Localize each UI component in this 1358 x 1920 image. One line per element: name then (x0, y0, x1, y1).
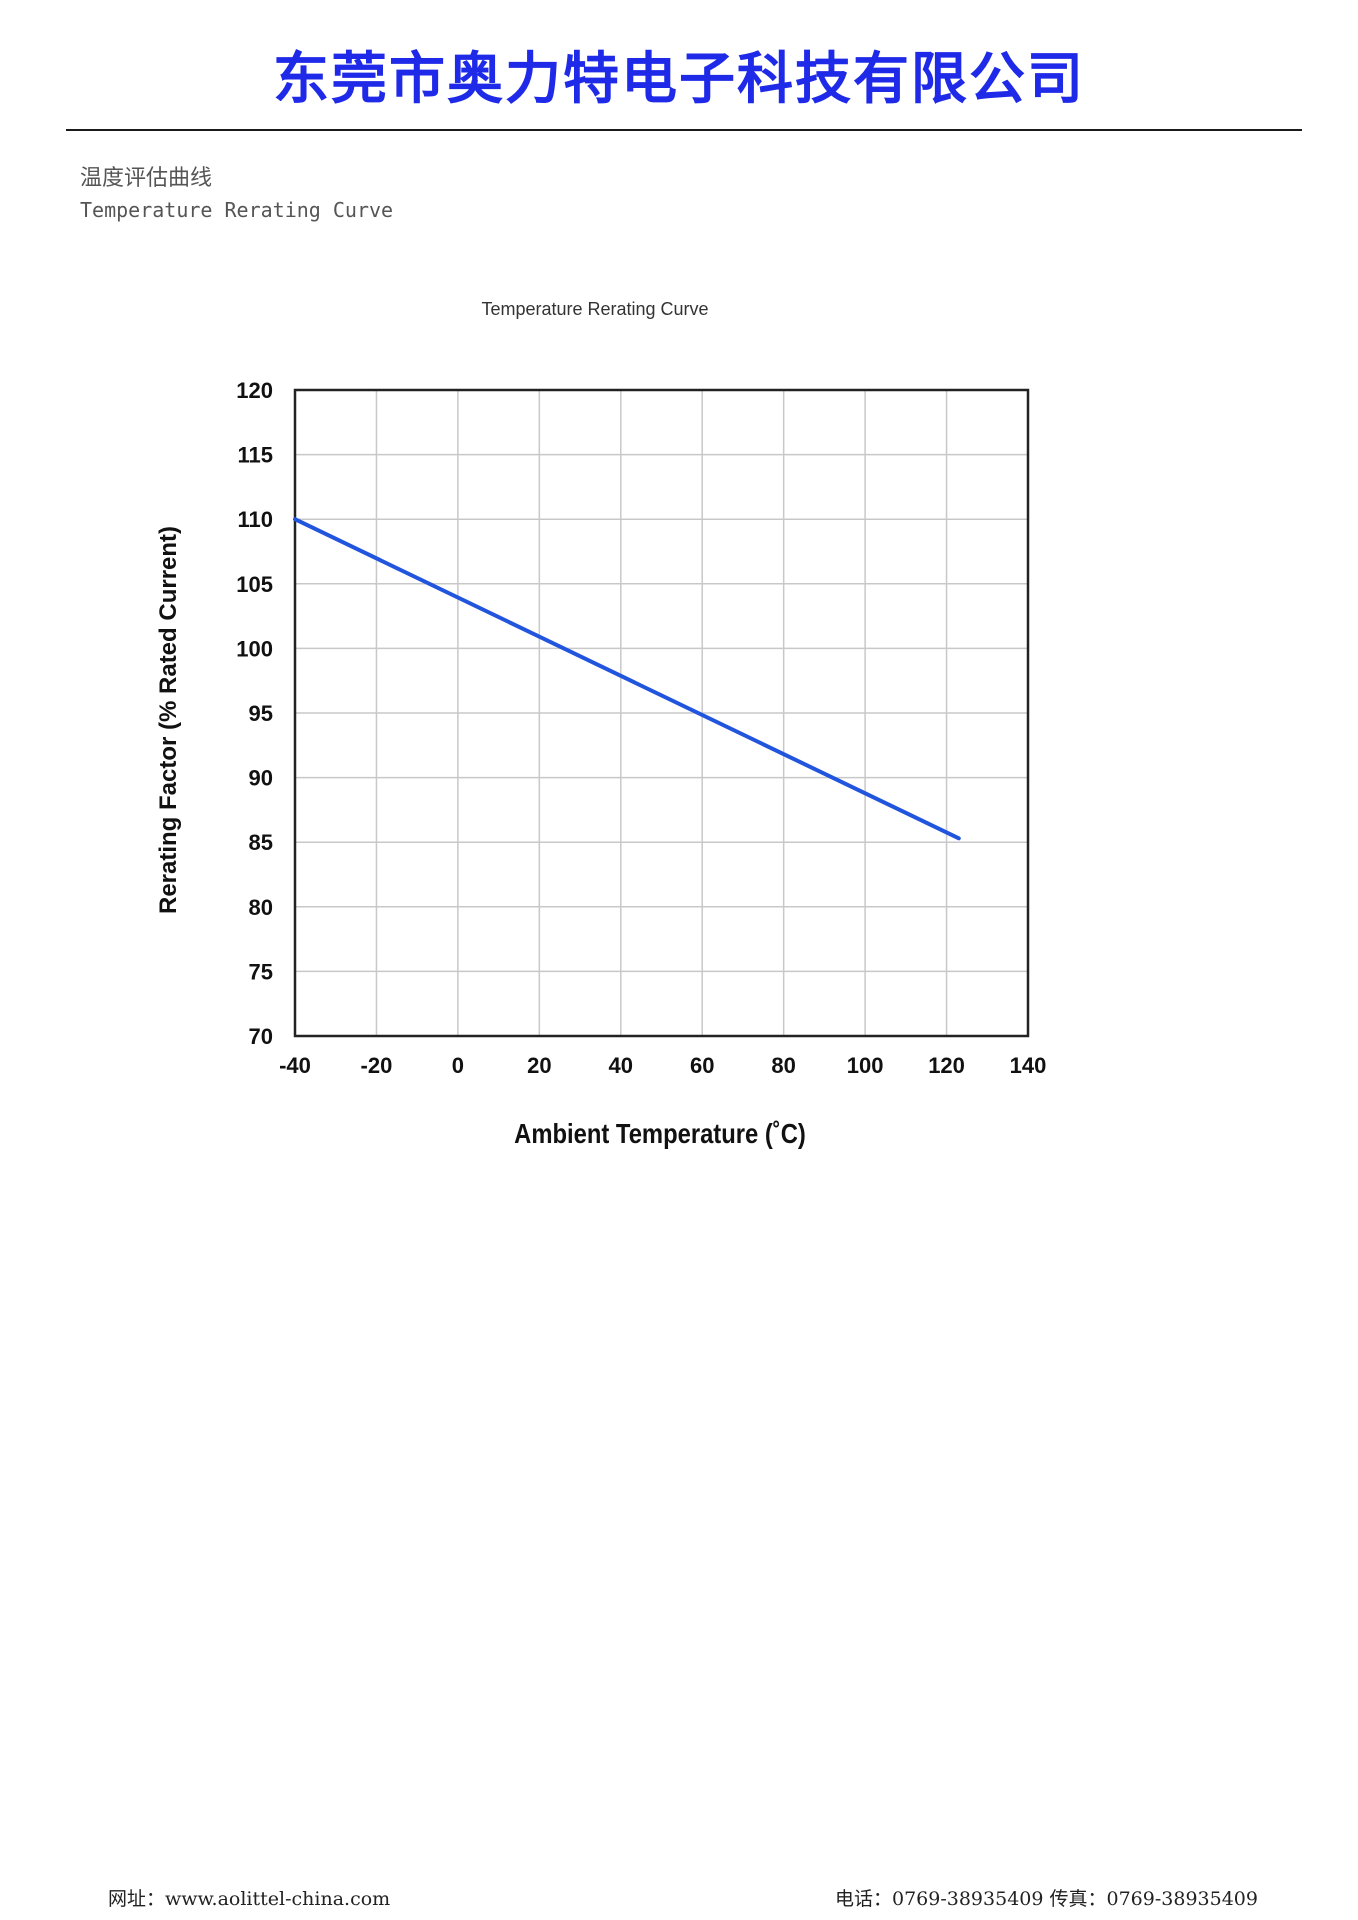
x-tick-label: 80 (771, 1053, 795, 1078)
x-tick-label: 0 (452, 1053, 464, 1078)
y-tick-label: 95 (249, 701, 273, 726)
y-axis-label: Rerating Factor (% Rated Current) (155, 526, 182, 914)
chart-title: Temperature Rerating Curve (481, 299, 708, 319)
x-tick-label: 100 (847, 1053, 884, 1078)
y-tick-label: 120 (236, 378, 273, 403)
y-tick-label: 80 (249, 895, 273, 920)
x-tick-label: 20 (527, 1053, 551, 1078)
section-title-chinese: 温度评估曲线 (80, 166, 213, 191)
rerating-chart: Temperature Rerating Curve 70 75 80 85 90 95 1… (155, 299, 1046, 1149)
x-tick-label: -40 (279, 1053, 311, 1078)
chart-grid (295, 390, 1028, 1036)
x-tick-label: 140 (1010, 1053, 1047, 1078)
y-tick-label: 115 (238, 443, 274, 468)
y-tick-label: 110 (238, 507, 274, 532)
y-tick-label: 100 (236, 636, 273, 661)
chart-axes: 70 75 80 85 90 95 100 105 110 115 120 -40 -20 0 20 40 60… (236, 378, 1046, 1078)
footer-website: 网址：www.aolittel-china.com (108, 1888, 391, 1910)
x-tick-label: 40 (609, 1053, 633, 1078)
chart-series (293, 517, 961, 841)
header-divider (66, 129, 1302, 131)
plot-frame (293, 388, 1030, 1038)
series-line (293, 517, 961, 841)
y-tick-label: 105 (236, 572, 273, 597)
y-tick-label: 85 (249, 830, 273, 855)
company-name: 东莞市奥力特电子科技有限公司 (273, 46, 1085, 112)
section-title-english: Temperature Rerating Curve (80, 198, 394, 222)
footer-contact: 电话：0769-38935409 传真：0769-38935409 (834, 1888, 1258, 1910)
x-tick-label: -20 (361, 1053, 393, 1078)
y-tick-label: 90 (249, 766, 273, 791)
x-axis-label: Ambient Temperature (˚C) (514, 1117, 806, 1149)
x-tick-label: 120 (928, 1053, 965, 1078)
y-tick-label: 70 (249, 1024, 273, 1049)
y-tick-label: 75 (249, 959, 273, 984)
x-tick-label: 60 (690, 1053, 714, 1078)
